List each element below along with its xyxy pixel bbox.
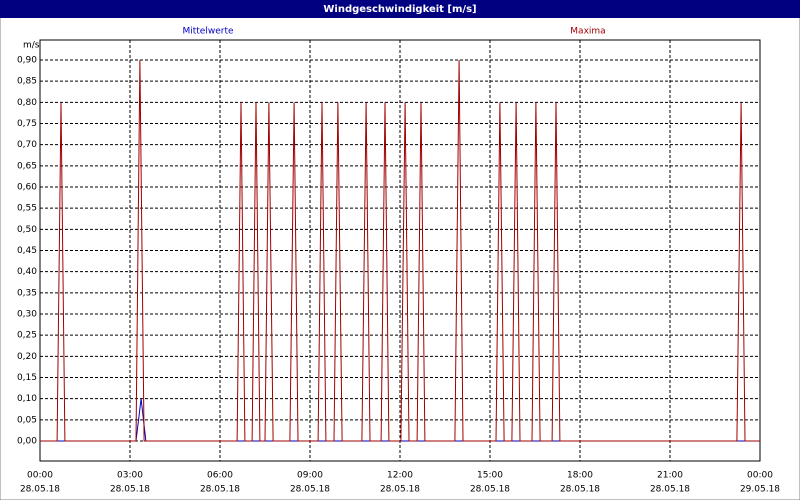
y-tick-label: 0,30	[17, 310, 37, 320]
x-tick-label: 00:00	[27, 471, 53, 481]
y-tick-label: 0,50	[17, 225, 37, 235]
legend-label: Maxima	[570, 27, 605, 37]
x-tick-date: 29.05.18	[740, 485, 780, 495]
y-tick-label: 0,15	[17, 373, 37, 383]
x-tick-date: 28.05.18	[290, 485, 330, 495]
y-tick-label: 0,25	[17, 331, 37, 341]
x-tick-date: 28.05.18	[380, 485, 420, 495]
y-tick-label: 0,20	[17, 352, 37, 362]
x-tick-date: 28.05.18	[20, 485, 60, 495]
series-line	[40, 59, 760, 442]
x-tick-date: 28.05.18	[200, 485, 240, 495]
y-tick-label: 0,80	[17, 98, 37, 108]
y-tick-label: 0,75	[17, 119, 37, 129]
x-tick-date: 28.05.18	[560, 485, 600, 495]
chart-title: Windgeschwindigkeit [m/s]	[323, 4, 476, 15]
y-tick-label: 0,05	[17, 415, 37, 425]
legend-label: Mittelwerte	[182, 27, 233, 37]
y-tick-label: 0,65	[17, 161, 37, 171]
x-tick-label: 00:00	[747, 471, 773, 481]
y-tick-label: 0,60	[17, 183, 37, 193]
x-tick-date: 28.05.18	[470, 485, 510, 495]
x-tick-label: 21:00	[657, 471, 683, 481]
x-tick-date: 28.05.18	[650, 485, 690, 495]
x-tick-label: 09:00	[297, 471, 323, 481]
y-axis-unit: m/s	[23, 41, 40, 51]
y-tick-label: 0,10	[17, 394, 37, 404]
title-bar	[0, 0, 800, 18]
x-tick-label: 06:00	[207, 471, 233, 481]
y-tick-label: 0,45	[17, 246, 37, 256]
y-tick-label: 0,85	[17, 77, 37, 87]
y-tick-label: 0,70	[17, 140, 37, 150]
x-tick-label: 03:00	[117, 471, 143, 481]
x-tick-label: 18:00	[567, 471, 593, 481]
y-tick-label: 0,35	[17, 288, 37, 298]
x-tick-label: 12:00	[387, 471, 413, 481]
x-tick-label: 15:00	[477, 471, 503, 481]
y-tick-label: 0,40	[17, 267, 37, 277]
y-tick-label: 0,55	[17, 204, 37, 214]
y-tick-label: 0,90	[17, 56, 37, 66]
x-tick-date: 28.05.18	[110, 485, 150, 495]
y-tick-label: 0,00	[17, 437, 37, 447]
